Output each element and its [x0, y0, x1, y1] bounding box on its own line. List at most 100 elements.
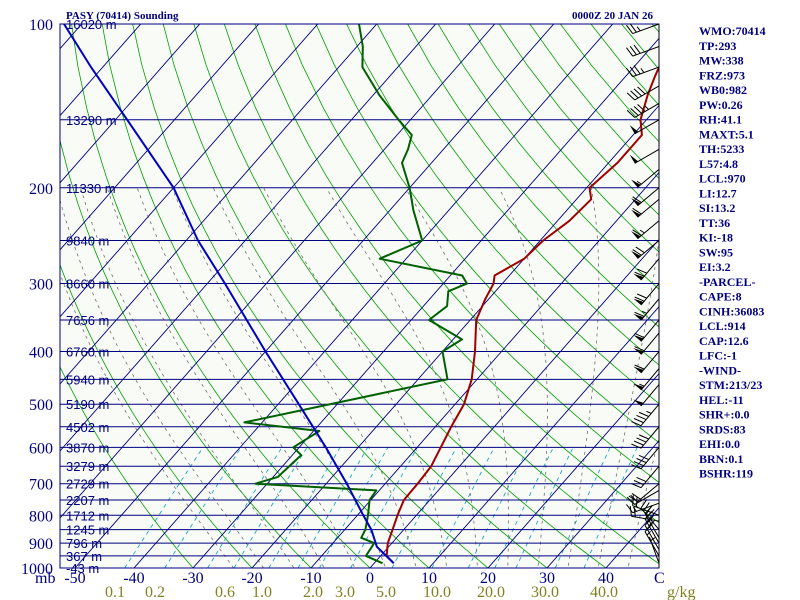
moist-adiabat: [80, 187, 295, 568]
index-value: CAP:12.6: [699, 334, 749, 348]
isotherm: [74, 24, 555, 568]
mixing-ratio-line: [319, 447, 389, 568]
mixing-ratio-tick-label: 0.2: [145, 584, 165, 600]
mixing-ratio-tick-label: 40.0: [590, 584, 618, 600]
dry-adiabat: [193, 24, 607, 568]
wind-barb: [631, 168, 660, 188]
index-value: EHI:0.0: [699, 437, 740, 451]
wind-barb: [633, 332, 660, 355]
isotherm: [60, 24, 496, 519]
height-label: 1245 m: [66, 523, 109, 538]
dry-adiabat: [407, 24, 659, 328]
height-label: 367 m: [66, 549, 102, 564]
chart-time: 0000Z 20 JAN 26: [572, 10, 653, 22]
index-value: TP:293: [699, 39, 736, 53]
indices-panel: WMO:70414TP:293MW:338FRZ:973WB0:982PW:0.…: [699, 24, 766, 481]
pressure-tick-label: 800: [29, 508, 53, 525]
index-value: BSHR:119: [699, 467, 753, 481]
moist-adiabat: [263, 187, 448, 568]
mixing-ratio-line: [233, 447, 308, 568]
parcel-line: [63, 24, 395, 564]
temperature-tick-label: -40: [123, 570, 144, 587]
index-value: LCL:914: [699, 319, 746, 333]
mixing-ratio-tick-label: 0.1: [105, 584, 125, 600]
mixing-ratio-line: [297, 447, 369, 568]
wind-barb: [633, 283, 660, 306]
index-value: KI:-18: [699, 231, 733, 245]
dry-adiabat: [60, 263, 253, 568]
moist-adiabat: [136, 187, 356, 568]
isotherm: [310, 171, 659, 568]
grid-lines: [60, 24, 659, 568]
index-value: SHR+:0.0: [699, 408, 750, 422]
mixing-ratio-tick-label: 3.0: [335, 584, 355, 600]
chart-title: PASY (70414) Sounding: [66, 10, 179, 22]
height-label: 11330 m: [66, 181, 116, 196]
temperature-tick-label: -30: [182, 570, 203, 587]
dry-adiabat: [376, 24, 659, 366]
index-value: PW:0.26: [699, 98, 743, 112]
index-value: CINH:36083: [699, 304, 764, 318]
height-label: 9840 m: [66, 233, 109, 248]
temperature-tick-label: 10: [421, 570, 437, 587]
series-lines: [63, 24, 659, 565]
dry-adiabat: [162, 24, 548, 568]
temperature-tick-label: 40: [598, 570, 614, 587]
isotherm: [487, 373, 659, 568]
index-value: LCL:970: [699, 172, 746, 186]
height-label: 4502 m: [66, 420, 109, 435]
height-label: 16020 m: [66, 17, 117, 32]
wind-barb: [633, 319, 660, 342]
wind-barb: [633, 298, 660, 321]
wind-barb: [631, 240, 660, 259]
height-label: 13290 m: [66, 113, 117, 128]
dry-adiabat: [60, 366, 194, 568]
height-label: 2729 m: [66, 477, 109, 492]
height-label: 5190 m: [66, 397, 109, 412]
wind-barb: [631, 426, 660, 449]
isotherm: [60, 24, 201, 184]
mixing-ratio-line: [350, 447, 418, 568]
mixing-ratio-line: [124, 447, 204, 568]
index-value: WMO:70414: [699, 24, 766, 38]
index-value: STM:213/23: [699, 378, 762, 392]
dry-adiabat: [101, 24, 430, 568]
mixing-ratio-tick-label: 20.0: [477, 584, 505, 600]
isotherm: [251, 104, 659, 568]
temperature-tick-label: -10: [300, 570, 321, 587]
mixing-ratio-tick-label: 30.0: [531, 584, 559, 600]
height-label: 6760 m: [66, 345, 109, 360]
dry-adiabat: [437, 24, 659, 290]
mixing-ratio-line: [207, 447, 283, 568]
wind-barb: [631, 446, 660, 470]
index-value: LI:12.7: [699, 186, 737, 200]
isotherm: [428, 305, 659, 568]
isotherm: [60, 24, 142, 117]
pressure-tick-label: 900: [29, 536, 53, 553]
temperature-tick-label: -50: [64, 570, 85, 587]
moist-adiabat: [60, 198, 265, 568]
temperature-tick-label: 30: [539, 570, 555, 587]
index-value: L57:4.8: [699, 157, 738, 171]
dry-adiabat: [223, 24, 659, 565]
wind-barb: [633, 258, 660, 281]
index-value: LFC:-1: [699, 349, 737, 363]
dry-adiabat: [254, 24, 659, 524]
index-value: SRDS:83: [699, 422, 746, 436]
wind-barb: [631, 403, 660, 427]
wind-barb: [626, 44, 660, 57]
index-value: BRN:0.1: [699, 452, 743, 466]
index-value: FRZ:973: [699, 68, 745, 82]
mixing-ratio-line: [268, 447, 341, 568]
isotherm: [369, 238, 659, 568]
pressure-tick-label: 100: [29, 17, 53, 34]
temperature-tick-label: 20: [480, 570, 496, 587]
index-value: EI:3.2: [699, 260, 731, 274]
isotherm: [546, 440, 659, 568]
index-value: MW:338: [699, 54, 744, 68]
dry-adiabat: [60, 138, 312, 568]
height-label: 796 m: [66, 536, 102, 551]
wind-barb: [633, 368, 660, 391]
wind-barb: [626, 23, 660, 35]
pressure-tick-label: 400: [29, 345, 53, 362]
